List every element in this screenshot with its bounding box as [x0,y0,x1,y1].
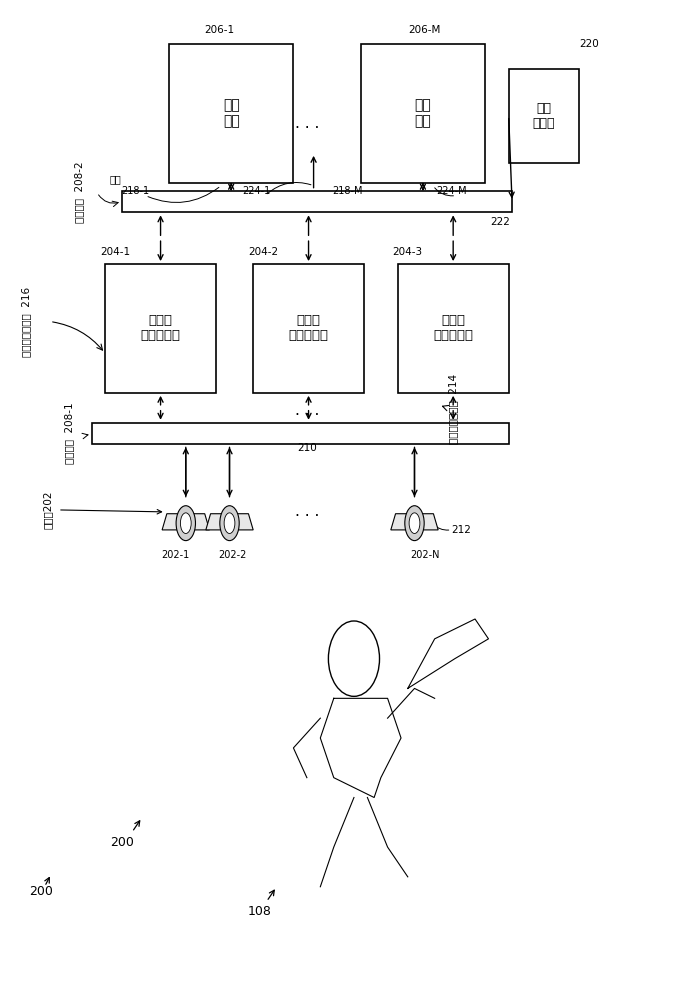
Text: . . .: . . . [295,116,319,131]
Ellipse shape [409,513,420,533]
Text: 交换网络  208-1: 交换网络 208-1 [64,403,74,464]
Polygon shape [162,514,210,530]
Text: . . .: . . . [295,504,319,519]
Text: 成像器202: 成像器202 [43,491,53,529]
Text: 206-1: 206-1 [204,25,234,35]
Text: 交换网络  208-2: 交换网络 208-2 [74,162,84,223]
Ellipse shape [405,506,424,541]
Text: 210: 210 [297,443,317,453]
Text: 200: 200 [29,885,53,898]
Text: 采集和
宿主服务器: 采集和 宿主服务器 [140,314,180,342]
Text: 渲染
系统: 渲染 系统 [415,98,431,128]
Text: 220: 220 [580,39,599,49]
Polygon shape [206,514,253,530]
Text: 存储
控制器: 存储 控制器 [533,102,555,130]
Text: 212: 212 [452,525,471,535]
Ellipse shape [176,506,195,541]
Text: 204-3: 204-3 [393,247,423,257]
Bar [105,264,216,393]
Bar [169,44,294,183]
Text: 108: 108 [248,905,272,918]
Ellipse shape [180,513,191,533]
Bar [92,423,509,444]
Text: 原始图像数据点  214: 原始图像数据点 214 [449,374,458,444]
Text: . . .: . . . [295,403,319,418]
Polygon shape [391,514,438,530]
Text: 202-N: 202-N [410,550,439,560]
Text: 224-M: 224-M [436,186,466,196]
Text: 202-1: 202-1 [161,550,190,560]
Text: 采集和
宿主服务器: 采集和 宿主服务器 [289,314,328,342]
Ellipse shape [224,513,235,533]
Bar [122,191,512,212]
Text: 200: 200 [110,836,134,849]
Ellipse shape [220,506,239,541]
Text: 206-M: 206-M [409,25,441,35]
Text: 218-M: 218-M [332,186,362,196]
Text: 222: 222 [490,217,511,227]
Text: 采集和
宿主服务器: 采集和 宿主服务器 [433,314,473,342]
Text: 204-1: 204-1 [100,247,130,257]
Text: 202-2: 202-2 [219,550,247,560]
Bar [398,264,509,393]
Text: 224-1: 224-1 [242,186,270,196]
Text: 标定图像数据点  216: 标定图像数据点 216 [20,286,31,357]
Bar [509,69,580,163]
Text: 请求: 请求 [109,174,121,184]
Text: 渲染
系统: 渲染 系统 [223,98,240,128]
Bar [361,44,485,183]
Bar [253,264,364,393]
Text: 204-2: 204-2 [248,247,279,257]
Text: 218-1: 218-1 [121,186,149,196]
